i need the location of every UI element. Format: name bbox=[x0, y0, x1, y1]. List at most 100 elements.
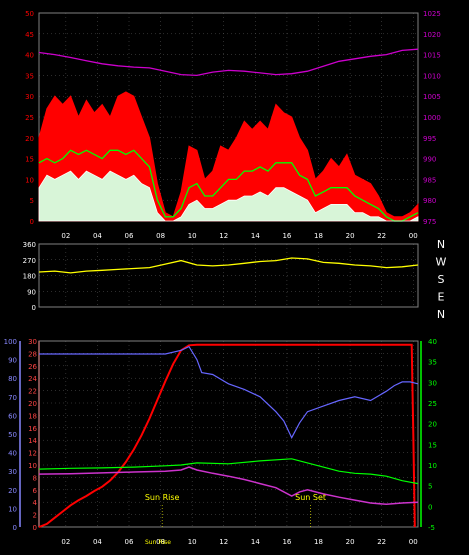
x-tick-label: 14 bbox=[251, 538, 260, 546]
x-tick-label: 12 bbox=[219, 538, 228, 546]
dew-title: Punto rocío bbox=[392, 321, 448, 333]
tick-label-temp: 5 bbox=[428, 483, 432, 491]
tick-label-left: 30 bbox=[25, 93, 34, 101]
x-tick-label: 14 bbox=[251, 232, 260, 240]
tick-label-rain: 0 bbox=[13, 524, 17, 532]
compass-label: N bbox=[437, 238, 445, 251]
tick-label-humidity: 2 bbox=[33, 512, 37, 520]
main-title: 24 hora graphicas: 09 Febrero 2014 bbox=[172, 1, 352, 12]
tick-label-humidity: 8 bbox=[33, 474, 37, 482]
x-tick-label: 06 bbox=[125, 538, 134, 546]
series-temperature bbox=[38, 458, 419, 485]
x-tick-label: 20 bbox=[346, 538, 355, 546]
series-wind-direction bbox=[38, 257, 419, 274]
x-tick-label: 04 bbox=[93, 538, 102, 546]
tick-label-right: 990 bbox=[423, 156, 436, 164]
compass-label: E bbox=[438, 291, 445, 304]
tick-label-left: 5 bbox=[30, 197, 34, 205]
x-tick-label: 22 bbox=[377, 538, 386, 546]
x-tick-label: 18 bbox=[314, 232, 323, 240]
x-tick-label: 02 bbox=[61, 232, 70, 240]
x-tick-label: 00 bbox=[409, 538, 418, 546]
series-rain bbox=[38, 343, 416, 528]
plot-frame bbox=[38, 340, 419, 528]
series-wind-speed bbox=[38, 170, 419, 222]
series-dewpoint bbox=[38, 466, 419, 506]
tick-label-humidity: 22 bbox=[28, 388, 37, 396]
tick-label-left: 45 bbox=[25, 31, 34, 39]
x-tick-label: 00 bbox=[409, 232, 418, 240]
tick-label-right: 995 bbox=[423, 135, 436, 143]
compass-label: S bbox=[438, 273, 445, 286]
x-tick-label: 10 bbox=[188, 538, 197, 546]
tick-label-right: 1015 bbox=[423, 52, 441, 60]
tick-label-temp: 10 bbox=[428, 462, 437, 470]
x-tick-label: 08 bbox=[156, 538, 165, 546]
rain-title: Lluvia bbox=[2, 322, 32, 333]
tick-label-left: 40 bbox=[25, 52, 34, 60]
tick-label-left: 360 bbox=[23, 241, 36, 249]
tick-label-rain: 100 bbox=[4, 338, 17, 346]
tick-label-humidity: 6 bbox=[33, 487, 38, 495]
tick-label-left: 35 bbox=[25, 72, 34, 80]
tick-label-rain: 70 bbox=[8, 394, 17, 402]
x-tick-label: 06 bbox=[125, 232, 134, 240]
temp-title: Temperatura bbox=[311, 322, 376, 333]
tick-label-right: 1005 bbox=[423, 93, 441, 101]
tick-label-humidity: 20 bbox=[28, 400, 37, 408]
tick-label-right: 1010 bbox=[423, 72, 441, 80]
x-tick-label: 22 bbox=[377, 232, 386, 240]
plot-frame bbox=[38, 243, 419, 308]
x-tick-label: 08 bbox=[156, 232, 165, 240]
tick-label-rain: 50 bbox=[8, 431, 17, 439]
bottom-axis-sunrise: Sun Rise bbox=[145, 539, 171, 546]
tick-label-right: 975 bbox=[423, 218, 436, 226]
pressure-title: Presión bbox=[371, 0, 407, 12]
tick-label-humidity: 30 bbox=[28, 338, 37, 346]
tick-label-right: 1025 bbox=[423, 10, 441, 18]
tick-label-humidity: 14 bbox=[28, 437, 37, 445]
tick-label-humidity: 10 bbox=[28, 462, 37, 470]
tick-label-humidity: 0 bbox=[33, 524, 37, 532]
tick-label-left: 0 bbox=[30, 218, 34, 226]
event-label-sunrise: Sun Rise bbox=[145, 493, 180, 502]
rain-humidity-panel: 0102030405060708090100024681012141618202… bbox=[4, 338, 437, 546]
x-tick-label: 04 bbox=[93, 232, 102, 240]
x-tick-label: 10 bbox=[188, 232, 197, 240]
tick-label-temp: 30 bbox=[428, 379, 437, 387]
tick-label-left: 50 bbox=[25, 10, 34, 18]
tick-label-right: 1020 bbox=[423, 31, 441, 39]
tick-label-rain: 40 bbox=[8, 450, 17, 458]
tick-label-rain: 10 bbox=[8, 505, 17, 513]
x-tick-label: 12 bbox=[219, 232, 228, 240]
tick-label-temp: 20 bbox=[428, 421, 437, 429]
series-wind-avg bbox=[38, 149, 419, 222]
tick-label-humidity: 26 bbox=[28, 363, 37, 371]
tick-label-left: 180 bbox=[23, 273, 36, 281]
wind-title: Velocidad viento bbox=[6, 1, 89, 12]
x-tick-label: 20 bbox=[346, 232, 355, 240]
tick-label-rain: 30 bbox=[8, 468, 17, 476]
tick-label-temp: 0 bbox=[428, 503, 432, 511]
x-tick-label: 16 bbox=[282, 538, 291, 546]
tick-label-humidity: 24 bbox=[28, 375, 37, 383]
tick-label-right: 985 bbox=[423, 176, 436, 184]
tick-label-left: 90 bbox=[27, 288, 36, 296]
compass-label: W bbox=[436, 256, 447, 269]
event-label-sunset: Sun Set bbox=[295, 493, 326, 502]
x-tick-label: 18 bbox=[314, 538, 323, 546]
tick-label-left: 20 bbox=[25, 135, 34, 143]
tick-label-temp: 40 bbox=[428, 338, 437, 346]
tick-label-rain: 20 bbox=[8, 487, 17, 495]
tick-label-temp: 25 bbox=[428, 400, 437, 408]
wind-panel: 0510152025303540455097598098599099510001… bbox=[25, 10, 441, 240]
humidity-title: Humedad bbox=[67, 322, 116, 333]
tick-label-rain: 80 bbox=[8, 375, 17, 383]
tick-label-left: 10 bbox=[25, 176, 34, 184]
series-humidity bbox=[39, 345, 419, 440]
tick-label-right: 1000 bbox=[423, 114, 441, 122]
tick-label-right: 980 bbox=[423, 197, 436, 205]
tick-label-temp: -5 bbox=[428, 524, 435, 532]
